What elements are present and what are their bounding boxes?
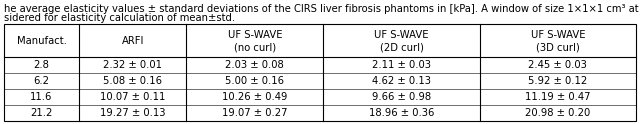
Text: sidered for elasticity calculation of mean±std.: sidered for elasticity calculation of me… xyxy=(4,14,235,24)
Text: 2.45 ± 0.03: 2.45 ± 0.03 xyxy=(529,60,588,70)
Text: 6.2: 6.2 xyxy=(33,76,49,86)
Text: 21.2: 21.2 xyxy=(30,108,52,118)
Text: 19.07 ± 0.27: 19.07 ± 0.27 xyxy=(222,108,287,118)
Text: 19.27 ± 0.13: 19.27 ± 0.13 xyxy=(100,108,165,118)
Text: 10.07 ± 0.11: 10.07 ± 0.11 xyxy=(100,92,165,102)
Text: 5.92 ± 0.12: 5.92 ± 0.12 xyxy=(528,76,588,86)
Bar xyxy=(4,25,636,121)
Text: 11.19 ± 0.47: 11.19 ± 0.47 xyxy=(525,92,591,102)
Text: 10.26 ± 0.49: 10.26 ± 0.49 xyxy=(222,92,287,102)
Text: UF S-WAVE
(no curl): UF S-WAVE (no curl) xyxy=(228,30,282,52)
Text: 2.03 ± 0.08: 2.03 ± 0.08 xyxy=(225,60,284,70)
Text: 5.08 ± 0.16: 5.08 ± 0.16 xyxy=(103,76,162,86)
Text: 18.96 ± 0.36: 18.96 ± 0.36 xyxy=(369,108,434,118)
Text: UF S-WAVE
(3D curl): UF S-WAVE (3D curl) xyxy=(531,30,585,52)
Text: 4.62 ± 0.13: 4.62 ± 0.13 xyxy=(372,76,431,86)
Text: Manufact.: Manufact. xyxy=(17,36,67,46)
Text: 11.6: 11.6 xyxy=(30,92,52,102)
Text: 2.32 ± 0.01: 2.32 ± 0.01 xyxy=(103,60,162,70)
Text: 2.8: 2.8 xyxy=(33,60,49,70)
Text: 5.00 ± 0.16: 5.00 ± 0.16 xyxy=(225,76,284,86)
Text: 20.98 ± 0.20: 20.98 ± 0.20 xyxy=(525,108,591,118)
Text: ARFI: ARFI xyxy=(122,36,144,46)
Text: 2.11 ± 0.03: 2.11 ± 0.03 xyxy=(372,60,431,70)
Text: UF S-WAVE
(2D curl): UF S-WAVE (2D curl) xyxy=(374,30,429,52)
Text: he average elasticity values ± standard deviations of the CIRS liver fibrosis ph: he average elasticity values ± standard … xyxy=(4,4,640,14)
Text: 9.66 ± 0.98: 9.66 ± 0.98 xyxy=(372,92,431,102)
